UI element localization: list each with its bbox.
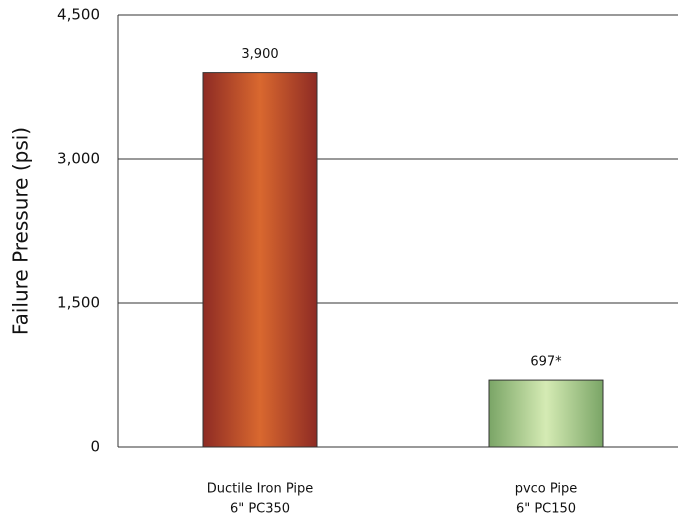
- x-tick-label: pvco Pipe: [515, 482, 578, 497]
- x-tick-label: 6" PC150: [516, 502, 576, 517]
- bar: [488, 379, 604, 448]
- value-label: 697*: [530, 355, 562, 370]
- y-tick-label: 0: [90, 438, 100, 456]
- y-tick-label: 3,000: [57, 150, 100, 168]
- y-axis-label: Failure Pressure (psi): [9, 127, 33, 335]
- y-tick-label: 4,500: [57, 6, 100, 24]
- x-tick-label: Ductile Iron Pipe: [207, 482, 313, 497]
- bar: [202, 72, 318, 448]
- y-tick-label: 1,500: [57, 294, 100, 312]
- x-tick-label: 6" PC350: [230, 502, 290, 517]
- value-label: 3,900: [241, 47, 278, 62]
